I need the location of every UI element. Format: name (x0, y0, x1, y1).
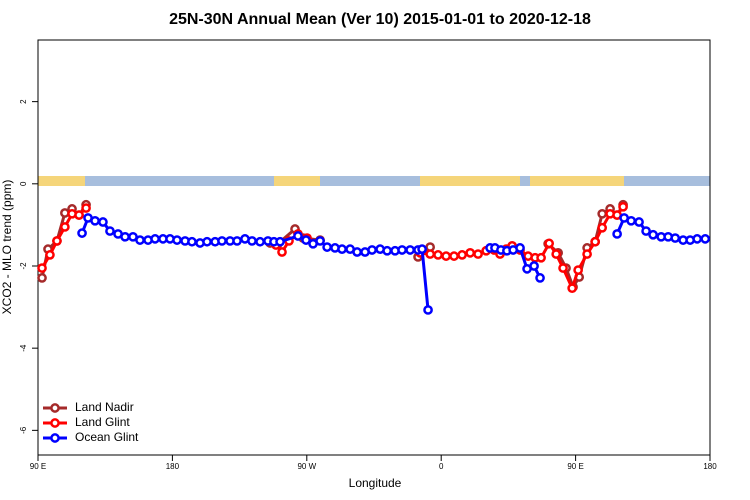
x-tick-label: 180 (166, 462, 180, 471)
land-strip (274, 176, 320, 186)
x-tick-label: 90 E (30, 462, 46, 471)
point (397, 245, 407, 255)
point (529, 261, 539, 271)
point (544, 238, 555, 249)
point (433, 250, 443, 260)
point (405, 245, 415, 255)
point (247, 236, 257, 246)
x-tick-label: 90 W (297, 462, 316, 471)
point (634, 217, 644, 227)
point (618, 201, 628, 212)
point (37, 273, 47, 283)
point (590, 236, 601, 247)
point (98, 217, 108, 227)
point (105, 226, 115, 236)
series-line (80, 215, 430, 311)
y-tick-label: 2 (19, 99, 28, 104)
point (382, 245, 392, 256)
point (172, 235, 182, 245)
plot-frame (37, 39, 711, 456)
point (441, 251, 451, 261)
point (612, 229, 622, 239)
point (473, 249, 483, 259)
land-strip (38, 176, 85, 186)
point (573, 265, 583, 275)
legend-marker (50, 433, 60, 443)
point (648, 229, 658, 240)
point (367, 245, 377, 255)
point (535, 273, 545, 283)
point (202, 236, 212, 247)
point (515, 243, 525, 253)
chart-title: 25N-30N Annual Mean (Ver 10) 2015-01-01 … (169, 11, 591, 28)
point (74, 210, 84, 220)
legend-label: Land Nadir (75, 400, 134, 414)
point (77, 228, 87, 238)
y-tick-label: -6 (19, 426, 28, 434)
point (558, 263, 568, 273)
point (150, 234, 160, 244)
land-strip (530, 176, 624, 186)
point (597, 208, 608, 219)
point (81, 203, 91, 213)
surface-strip (38, 176, 710, 186)
point (337, 244, 347, 254)
point (217, 236, 227, 246)
point (45, 250, 55, 260)
point (626, 215, 637, 226)
point (597, 222, 608, 233)
point (135, 235, 145, 245)
legend-label: Ocean Glint (75, 430, 139, 444)
y-axis-label: XCO2 - MLO trend (ppm) (0, 180, 14, 315)
point (551, 249, 562, 259)
point (232, 236, 242, 246)
ocean-strip (38, 176, 710, 186)
y-tick-label: -4 (19, 344, 28, 352)
point (417, 244, 427, 254)
point (425, 249, 435, 259)
x-tick-label: 0 (439, 462, 444, 471)
point (120, 231, 130, 242)
point (352, 247, 362, 257)
point (322, 242, 332, 252)
point (536, 252, 546, 263)
point (465, 247, 476, 258)
point (449, 251, 459, 261)
point (255, 236, 265, 247)
legend-marker (50, 403, 60, 413)
legend-marker (50, 418, 60, 428)
point (301, 235, 311, 245)
point (692, 234, 703, 244)
point (423, 305, 433, 315)
point (60, 222, 70, 232)
y-tick-label: 0 (19, 181, 28, 186)
point (582, 249, 592, 259)
point (275, 236, 285, 247)
point (277, 247, 287, 257)
x-tick-label: 90 E (567, 462, 583, 471)
point (90, 215, 100, 226)
y-tick-label: -2 (19, 262, 28, 270)
point (457, 250, 467, 260)
point (315, 236, 325, 246)
point (567, 283, 578, 294)
x-tick-label: 180 (703, 462, 717, 471)
point (293, 231, 303, 241)
legend-label: Land Glint (75, 415, 130, 429)
point (700, 234, 711, 244)
point (670, 233, 681, 243)
point (641, 226, 651, 236)
x-axis-label: Longitude (349, 476, 402, 490)
point (37, 263, 47, 273)
point (52, 236, 62, 246)
point (187, 236, 197, 247)
land-strip (420, 176, 520, 186)
